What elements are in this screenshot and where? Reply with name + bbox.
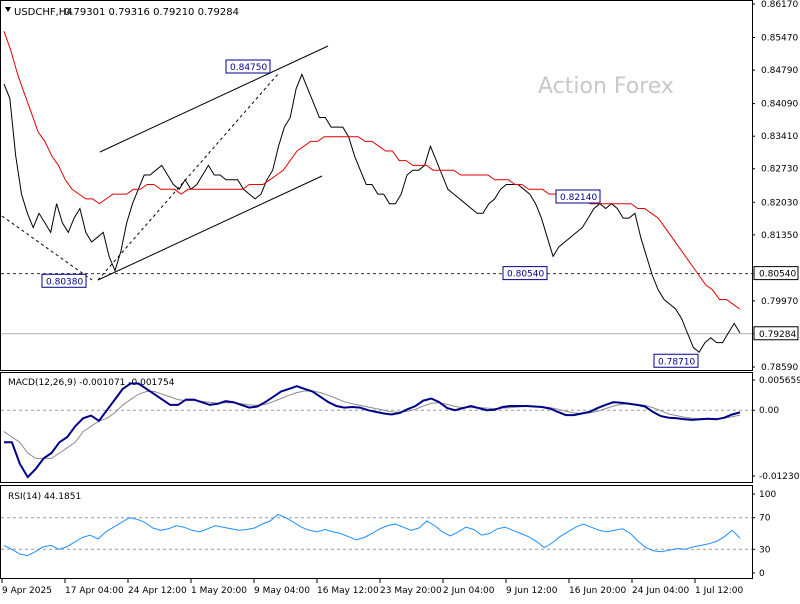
- price-axis-marker-label: 0.80540: [759, 270, 796, 280]
- sma-series-line: [3, 31, 741, 310]
- price-y-tick-label: 0.85470: [761, 34, 798, 44]
- price-point-label: 0.84750: [230, 63, 267, 73]
- macd-y-tick-label: -0.012301: [759, 472, 800, 482]
- price-y-tick-label: 0.82730: [761, 165, 798, 175]
- price-y-tick-label: 0.81350: [761, 231, 798, 241]
- price-axis-marker: [753, 326, 799, 341]
- price-point-label: 0.82140: [560, 193, 597, 203]
- channel-lower-line: [97, 175, 323, 281]
- price-point-label-box: [41, 273, 87, 288]
- price-y-tick-label: 0.83410: [761, 132, 798, 142]
- price-y-tick-label: 0.84790: [761, 66, 798, 76]
- collapse-arrow-icon: [5, 7, 11, 12]
- rsi-panel-frame: [0, 485, 753, 579]
- ohlc-label: 0.79301 0.79316 0.79210 0.79284: [64, 7, 239, 18]
- price-axis-marker-label: 0.79284: [759, 330, 796, 340]
- price-series-line: [3, 73, 741, 353]
- rsi-title: RSI(14) 44.1851: [8, 492, 81, 502]
- symbol-label: USDCHF,H4: [14, 7, 73, 18]
- price-axis-marker: [753, 266, 799, 281]
- macd-signal-line: [3, 390, 741, 459]
- time-tick-label: 2 Jun 04:00: [443, 586, 495, 596]
- time-tick-label: 23 May 20:00: [380, 586, 442, 596]
- price-point-label-box: [653, 353, 699, 368]
- macd-main-line: [4, 382, 741, 479]
- watermark: Action Forex: [538, 74, 674, 99]
- time-tick-label: 9 Apr 2025: [2, 586, 52, 596]
- price-y-tick-label: 0.86170: [761, 0, 798, 10]
- rsi-y-tick-label: 0: [759, 569, 765, 579]
- price-point-label-box: [502, 266, 548, 281]
- price-point-label-box: [555, 189, 601, 204]
- price-y-tick-label: 0.79970: [761, 297, 798, 307]
- rsi-y-tick-label: 70: [759, 514, 771, 524]
- price-point-label: 0.78710: [658, 357, 695, 367]
- macd-title: MACD(12,26,9) -0.001071 -0.001754: [8, 378, 175, 388]
- price-point-label: 0.80380: [46, 277, 83, 287]
- time-tick-label: 17 Apr 04:00: [65, 586, 124, 596]
- price-panel-frame: [0, 0, 753, 371]
- macd-y-tick-label: 0.00: [759, 406, 779, 416]
- price-point-label: 0.80540: [507, 270, 544, 280]
- price-y-tick-label: 0.82030: [761, 198, 798, 208]
- time-tick-label: 24 Jun 04:00: [632, 586, 689, 596]
- trend-dashed-line: [1, 215, 93, 281]
- time-tick-label: 24 Apr 12:00: [128, 586, 187, 596]
- time-tick-label: 9 May 04:00: [254, 586, 310, 596]
- channel-mid-line: [97, 73, 279, 281]
- price-y-tick-label: 0.78590: [761, 363, 798, 373]
- rsi-y-tick-label: 30: [759, 545, 771, 555]
- macd-panel-frame: [0, 372, 753, 483]
- price-y-tick-label: 0.84090: [761, 100, 798, 110]
- price-point-label-box: [225, 59, 271, 74]
- rsi-y-tick-label: 100: [759, 490, 776, 500]
- time-tick-label: 9 Jun 12:00: [506, 586, 558, 596]
- time-tick-label: 16 May 12:00: [317, 586, 379, 596]
- macd-y-tick-label: 0.005659: [759, 376, 800, 386]
- time-tick-label: 1 May 20:00: [191, 586, 247, 596]
- time-tick-label: 1 Jul 12:00: [695, 586, 744, 596]
- channel-upper-line: [99, 45, 329, 153]
- rsi-line: [3, 513, 741, 557]
- time-tick-label: 16 Jun 20:00: [569, 586, 626, 596]
